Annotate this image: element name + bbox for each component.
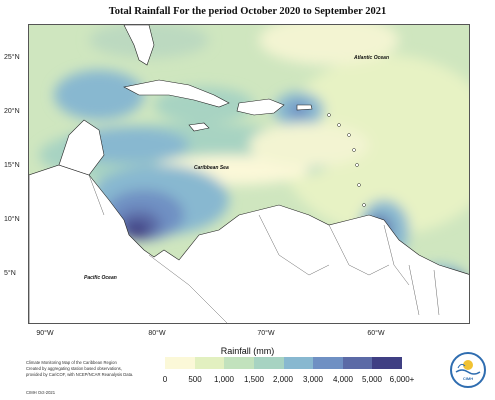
legend-title: Rainfall (mm) [220, 346, 275, 356]
caribbean-sea-label: Caribbean Sea [194, 165, 229, 171]
legend-ticks: 0 500 1,000 1,500 2,000 3,000 4,000 5,00… [0, 375, 495, 387]
lon-label-70w: 70°W [257, 330, 275, 337]
credit-text: Climate Monitoring Map of the Caribbean … [26, 360, 156, 378]
legend-swatch [253, 357, 284, 369]
legend-tick: 6,000+ [389, 375, 415, 384]
lat-label-25n: 25°N [4, 54, 20, 61]
map-canvas [29, 25, 469, 323]
legend-swatch [342, 357, 373, 369]
legend-swatch [194, 357, 225, 369]
legend-tick: 1,000 [213, 375, 235, 384]
legend-tick: 4,000 [332, 375, 354, 384]
legend-swatch [283, 357, 314, 369]
map-title: Total Rainfall For the period October 20… [108, 6, 387, 17]
lon-label-90w: 90°W [36, 330, 54, 337]
lon-label-60w: 60°W [367, 330, 385, 337]
lesser-antilles [327, 113, 366, 207]
lat-label-15n: 15°N [4, 162, 20, 169]
legend-tick: 1,500 [243, 375, 265, 384]
cimh-logo: CIMH [450, 352, 486, 388]
lon-label-80w: 80°W [148, 330, 166, 337]
legend-swatch [165, 357, 195, 369]
land-masses [29, 25, 469, 323]
lat-label-20n: 20°N [4, 108, 20, 115]
legend-tick: 3,000 [302, 375, 324, 384]
legend-tick: 500 [188, 375, 202, 384]
lat-label-10n: 10°N [4, 216, 20, 223]
legend-swatch [313, 357, 343, 369]
lat-label-5n: 5°N [4, 270, 16, 277]
credit-footer: CIMH Oct-2021 [26, 390, 56, 395]
borders [88, 174, 440, 323]
legend-colorbar [165, 357, 402, 369]
pacific-ocean-label: Pacific Ocean [84, 275, 117, 281]
logo-emblem-icon [455, 360, 481, 375]
credit-line: Climate Monitoring Map of the Caribbean … [26, 360, 117, 365]
credit-line: Created by aggregating station based obs… [26, 366, 122, 371]
rainfall-map: Atlantic Ocean Caribbean Sea Pacific Oce… [28, 24, 470, 324]
logo-text: CIMH [462, 376, 474, 381]
atlantic-ocean-label: Atlantic Ocean [354, 55, 390, 61]
legend-swatch [372, 357, 402, 369]
legend-tick: 0 [162, 375, 168, 384]
legend-tick: 5,000 [361, 375, 383, 384]
legend-swatch [224, 357, 254, 369]
credit-line: provided by CariCOF, with NCEP/NCAR Rean… [26, 372, 134, 377]
legend-tick: 2,000 [272, 375, 294, 384]
